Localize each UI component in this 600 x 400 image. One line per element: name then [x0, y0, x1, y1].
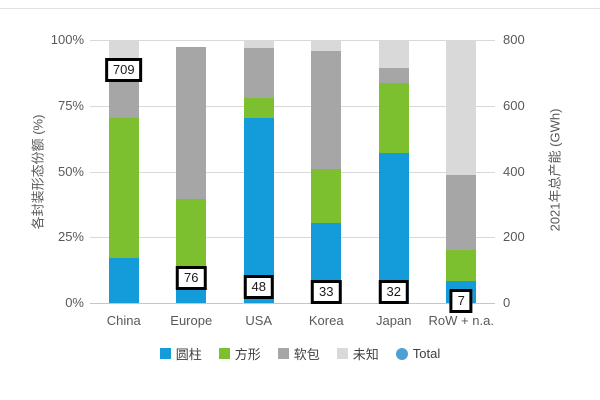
- bar-segment-方形[interactable]: [311, 168, 342, 223]
- left-axis-tick: 0%: [65, 295, 84, 310]
- bar-segment-未知[interactable]: [378, 40, 409, 68]
- total-data-label: 32: [378, 280, 409, 305]
- bar-segment-圆柱[interactable]: [243, 117, 274, 303]
- bar-segment-软包[interactable]: [378, 67, 409, 84]
- bar-segment-方形[interactable]: [108, 117, 139, 259]
- legend-item-软包[interactable]: 软包: [277, 344, 320, 363]
- square-marker-icon: [218, 348, 230, 359]
- square-marker-icon: [159, 348, 171, 359]
- x-axis-line: [90, 303, 495, 304]
- legend-label: 方形: [234, 347, 261, 362]
- bar-segment-软包[interactable]: [446, 175, 477, 251]
- bar-segment-圆柱[interactable]: [378, 153, 409, 303]
- bar-segment-方形[interactable]: [243, 97, 274, 118]
- legend-label: Total: [412, 346, 441, 361]
- bar-segment-未知[interactable]: [243, 40, 274, 48]
- legend-label: 圆柱: [175, 347, 202, 362]
- legend-label: 软包: [293, 347, 320, 362]
- left-axis-tick: 50%: [57, 163, 84, 179]
- total-data-label: 7: [449, 288, 473, 313]
- x-axis-label: Korea: [308, 313, 344, 328]
- left-axis-tick: 25%: [57, 229, 84, 245]
- bar-segment-软包[interactable]: [311, 50, 342, 169]
- gridline: [90, 237, 495, 239]
- bar-segment-方形[interactable]: [446, 250, 477, 281]
- square-marker-icon: [277, 348, 289, 359]
- circle-marker-icon: [395, 347, 408, 360]
- gridline: [90, 105, 495, 107]
- legend-item-方形[interactable]: 方形: [218, 344, 261, 363]
- legend-label: 未知: [352, 347, 379, 362]
- bar-segment-未知[interactable]: [311, 40, 342, 51]
- bar-segment-未知[interactable]: [446, 40, 477, 176]
- right-axis-tick: 600: [503, 97, 525, 113]
- x-axis-label: USA: [245, 313, 273, 328]
- x-axis-label: China: [106, 313, 141, 328]
- bar-segment-圆柱[interactable]: [108, 258, 139, 303]
- legend-item-圆柱[interactable]: 圆柱: [159, 344, 202, 363]
- bar-segment-软包[interactable]: [243, 47, 274, 98]
- bar-segment-方形[interactable]: [378, 83, 409, 154]
- x-axis-label: RoW + n.a.: [428, 313, 494, 328]
- right-axis-tick: 800: [503, 32, 525, 47]
- legend-item-未知[interactable]: 未知: [336, 344, 379, 363]
- total-data-label: 33: [311, 280, 342, 305]
- total-data-label: 709: [104, 57, 143, 82]
- x-axis-label: Europe: [170, 313, 213, 328]
- bar-segment-软包[interactable]: [176, 46, 207, 200]
- top-divider: [0, 8, 600, 9]
- bar-segment-圆柱[interactable]: [176, 288, 207, 303]
- legend: 圆柱 方形 软包 未知 Total: [0, 344, 600, 363]
- right-axis-tick: 400: [503, 163, 525, 179]
- left-axis-tick: 75%: [57, 97, 84, 113]
- x-axis-label: Japan: [376, 313, 412, 328]
- total-data-label: 48: [243, 275, 274, 300]
- legend-item-Total[interactable]: Total: [395, 346, 441, 361]
- square-marker-icon: [336, 348, 348, 359]
- total-data-label: 76: [176, 266, 207, 290]
- gridline: [90, 40, 495, 41]
- right-axis-tick: 200: [503, 229, 525, 245]
- right-axis-tick: 0: [503, 295, 511, 310]
- gridline: [90, 171, 495, 173]
- left-axis-tick: 100%: [50, 32, 84, 47]
